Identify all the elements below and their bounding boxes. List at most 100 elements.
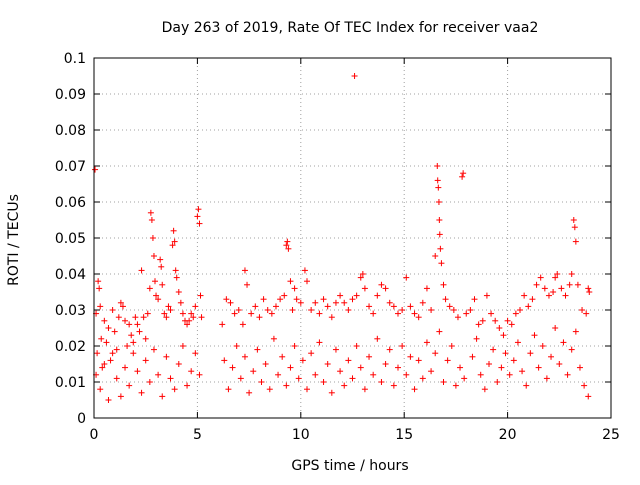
y-tick-label: 0.05 [55,231,86,247]
data-point [283,382,290,389]
data-point [585,285,592,292]
data-point [432,253,439,259]
data-point [308,307,315,313]
x-tick-labels: 0 5 10 15 20 25 [90,427,620,443]
data-point [227,299,234,306]
data-point [101,361,108,367]
data-point [295,375,302,382]
data-point [158,263,165,270]
data-point [138,389,145,396]
y-tick-label: 0.06 [55,195,86,211]
data-point [535,364,542,371]
data-point [440,281,447,288]
data-point [440,379,447,385]
data-point [192,303,199,310]
data-point [147,209,154,216]
data-point [570,217,577,223]
data-point [353,292,360,299]
data-point [361,285,368,292]
data-point [435,184,442,191]
data-point [304,386,311,393]
data-point [502,350,509,357]
data-point [92,166,99,173]
chart-title: Day 263 of 2019, Rate Of TEC Index for r… [162,20,539,36]
data-point [411,386,418,393]
data-point [504,317,511,324]
data-point [473,335,480,342]
data-point [552,325,559,331]
data-point [103,339,110,346]
data-point [572,328,579,335]
data-point [525,303,532,310]
data-point [498,364,505,371]
data-point [136,328,143,335]
data-point [99,364,106,371]
data-point [241,267,248,274]
data-point [467,307,474,313]
data-point [481,386,488,393]
data-point [359,271,366,277]
data-point [357,274,364,281]
y-tick-label: 0.09 [55,87,86,103]
data-point [463,310,470,317]
data-point [576,364,583,371]
data-point [146,379,153,385]
data-point [284,238,291,245]
data-point [167,375,174,382]
data-point [345,357,352,364]
y-tick-label: 0.08 [55,123,86,139]
data-point [109,307,116,313]
data-point [488,310,495,317]
data-point [142,335,149,342]
data-point [436,217,443,223]
data-point [394,310,401,317]
data-point [345,307,352,313]
plot-frame [93,57,612,419]
data-point [332,346,339,353]
data-point [195,206,202,213]
data-point [320,296,327,303]
data-point [161,310,168,317]
data-point [281,292,288,299]
data-point [545,292,552,299]
data-point [434,163,441,169]
y-tick-label: 0.07 [55,159,86,175]
y-tick-label: 0.02 [55,339,86,355]
data-point [260,296,267,303]
data-point [246,389,253,396]
data-point [159,281,166,288]
data-point [111,328,118,335]
data-point [459,173,466,180]
data-point [97,303,104,310]
data-point [452,382,459,389]
data-point [225,386,232,393]
data-point [436,328,443,335]
x-tick-label: 20 [499,427,517,443]
data-point [128,332,135,339]
data-point [105,397,112,403]
data-point [574,281,581,288]
data-point [550,289,557,295]
data-point [378,379,385,385]
data-point [250,368,257,375]
data-point [448,343,455,349]
data-point [494,379,501,385]
y-tick-label: 0 [77,411,86,427]
data-point [337,292,344,299]
data-point [152,278,159,285]
data-point [337,368,344,375]
data-point [134,321,141,328]
data-point [438,260,445,267]
data-point [272,303,279,310]
data-point [115,314,122,321]
data-point [428,307,435,313]
data-point [394,364,401,371]
data-point [126,382,133,389]
data-point [510,357,517,364]
data-point [382,361,389,367]
data-point [403,371,410,378]
data-point [134,368,141,375]
data-point [450,307,457,313]
